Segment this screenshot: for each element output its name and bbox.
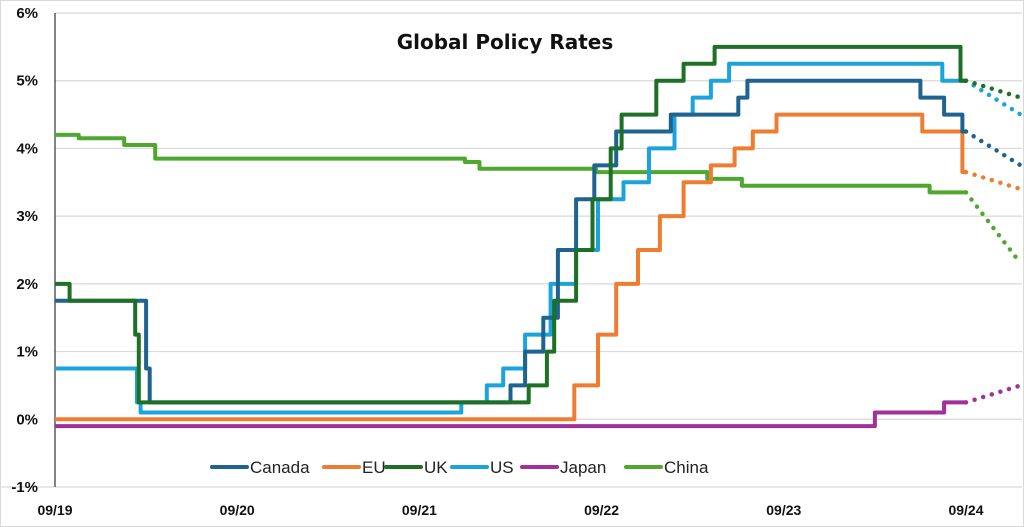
legend-item-eu[interactable]: EU: [322, 458, 386, 477]
legend-label: UK: [424, 458, 448, 477]
y-tick-label: 3%: [16, 208, 38, 225]
x-tick-label: 09/20: [220, 502, 255, 518]
x-tick-label: 09/19: [37, 502, 72, 518]
y-tick-label: 6%: [16, 5, 38, 22]
projection-line-canada: [963, 129, 1023, 168]
projection-line-japan: [963, 383, 1023, 405]
legend-item-uk[interactable]: UK: [384, 458, 448, 477]
y-tick-label: 5%: [16, 73, 38, 90]
legend-item-china[interactable]: China: [624, 458, 709, 477]
legend-label: China: [664, 458, 709, 477]
legend-label: US: [490, 458, 514, 477]
legend-item-japan[interactable]: Japan: [520, 458, 606, 477]
x-tick-label: 09/21: [402, 502, 437, 518]
series-line-canada: [55, 78, 966, 405]
legend-item-canada[interactable]: Canada: [210, 458, 310, 477]
legend-label: Canada: [250, 458, 310, 477]
y-tick-label: -1%: [11, 479, 38, 496]
legend-label: Japan: [560, 458, 606, 477]
series-line-uk: [55, 44, 966, 405]
x-axis-ticks: 09/19 09/20 09/21 09/22 09/23 09/24: [37, 502, 983, 518]
y-tick-label: 1%: [16, 344, 38, 361]
legend-item-us[interactable]: US: [450, 458, 514, 477]
legend: Canada EU UK US Japan China: [210, 458, 709, 477]
legend-label: EU: [362, 458, 386, 477]
x-tick-label: 09/22: [584, 502, 619, 518]
projection-line-uk: [963, 78, 1023, 100]
series-line-eu: [55, 112, 966, 422]
y-tick-label: 4%: [16, 140, 38, 157]
projection-line-eu: [963, 169, 1023, 192]
y-tick-label: 2%: [16, 276, 38, 293]
projection-line-us: [963, 78, 1023, 117]
x-tick-label: 09/24: [948, 502, 983, 518]
series-lines: [55, 44, 1023, 429]
x-tick-label: 09/23: [766, 502, 801, 518]
series-line-china: [55, 132, 966, 195]
y-tick-label: 0%: [16, 411, 38, 428]
y-axis-ticks: -1% 0% 1% 2% 3% 4% 5% 6%: [11, 5, 38, 496]
chart-title: Global Policy Rates: [397, 30, 614, 54]
series-line-japan: [55, 400, 966, 429]
projection-line-china: [963, 190, 1023, 266]
grid-lines: [0, 12, 1022, 488]
